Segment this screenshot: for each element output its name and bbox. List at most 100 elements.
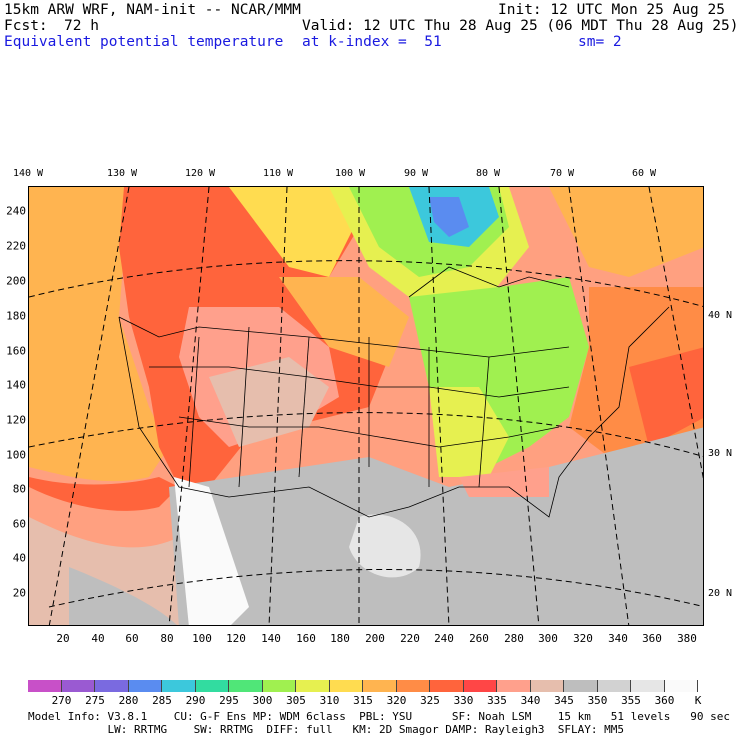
x-tick-label: 280 (504, 632, 524, 645)
x-tick-label: 80 (160, 632, 174, 645)
canada-cold-core (429, 197, 469, 237)
colorbar-label: 350 (587, 694, 608, 707)
colorbar-swatch (229, 680, 263, 692)
southeast-region (429, 387, 509, 477)
colorbar-swatch (61, 680, 95, 692)
pacific-warm-band (29, 477, 179, 511)
northern-plains-region (229, 187, 359, 277)
colorbar-label: 335 (487, 694, 507, 707)
x-tick-label: 360 (642, 632, 662, 645)
colorbar-swatch (463, 680, 497, 692)
atlantic-canada-region (549, 187, 703, 277)
colorbar-label: 330 (453, 694, 474, 707)
colorbar-swatch (564, 680, 598, 692)
lon-label: 80 W (475, 168, 501, 179)
smoothing: sm= 2 (578, 34, 622, 50)
x-tick-label: 20 (56, 632, 70, 645)
y-tick-label: 120 (6, 413, 26, 427)
gulf-region (169, 427, 703, 625)
lon-label: 90 W (403, 168, 429, 179)
pacific-gray (69, 567, 177, 625)
x-tick-label: 60 (125, 632, 139, 645)
baja-region (174, 477, 249, 625)
colorbar-swatch (631, 680, 665, 692)
x-tick-label: 240 (434, 632, 454, 645)
x-tick-label: 140 (261, 632, 281, 645)
y-tick-label: 160 (6, 344, 26, 358)
colorbar-swatch (195, 680, 229, 692)
colorbar-label: 325 (420, 694, 440, 707)
forecast-label: Fcst: (4, 18, 48, 34)
model-info-line2: LW: RRTMG SW: RRTMG DIFF: full KM: 2D Sm… (28, 723, 625, 736)
lat-label: 30 N (708, 448, 733, 459)
pacific-region (29, 187, 169, 482)
state-boundaries (118, 266, 670, 518)
colorbar-swatch (296, 680, 330, 692)
valid-time: Valid: 12 UTC Thu 28 Aug 25 (06 MDT Thu … (302, 18, 739, 34)
y-tick-label: 100 (6, 448, 26, 462)
colorbar-label: 280 (118, 694, 139, 707)
colorbar-swatch (329, 680, 363, 692)
y-tick-label: 240 (6, 204, 26, 218)
colorbar-label: 305 (286, 694, 306, 707)
colorbar-swatch (430, 680, 464, 692)
x-tick-label: 120 (226, 632, 246, 645)
colorbar-swatch (162, 680, 196, 692)
y-tick-label: 20 (12, 586, 26, 600)
colorbar-swatch (530, 680, 564, 692)
colorbar (28, 680, 698, 692)
colorbar-swatch (95, 680, 129, 692)
k-index: at k-index = 51 (302, 34, 442, 50)
pacific-south (29, 517, 179, 625)
equivalent-potential-temperature-map (28, 186, 704, 626)
colorbar-swatch (664, 680, 698, 692)
atlantic-warm-band (629, 347, 703, 447)
lon-label: 110 W (262, 168, 294, 179)
colorbar-label: 275 (85, 694, 105, 707)
colorbar-swatch (363, 680, 397, 692)
colorbar-swatch (597, 680, 631, 692)
lon-label: 60 W (631, 168, 657, 179)
colorbar-label: 295 (219, 694, 239, 707)
colorbar-label: 300 (252, 694, 273, 707)
x-tick-label: 320 (573, 632, 593, 645)
colorbar-label: 315 (353, 694, 373, 707)
y-tick-label: 140 (6, 378, 26, 392)
init-time: Init: 12 UTC Mon 25 Aug 25 (498, 2, 725, 18)
colorbar-label: 310 (319, 694, 340, 707)
y-tick-label: 180 (6, 309, 26, 323)
x-tick-label: 300 (538, 632, 558, 645)
x-tick-label: 380 (677, 632, 697, 645)
gulf-swirl (349, 514, 421, 578)
x-tick-label: 220 (400, 632, 420, 645)
x-tick-label: 40 (91, 632, 105, 645)
colorbar-label: 290 (185, 694, 206, 707)
lat-label: 20 N (708, 588, 733, 599)
model-title: 15km ARW WRF, NAM-init -- NCAR/MMM (4, 2, 301, 18)
x-tick-label: 260 (469, 632, 489, 645)
colorbar-label: 355 (621, 694, 641, 707)
y-tick-label: 60 (12, 517, 26, 531)
colorbar-swatch (128, 680, 162, 692)
southwest-region (209, 357, 329, 447)
forecast-hour: 72 h (64, 18, 99, 34)
colorbar-swatch (396, 680, 430, 692)
lon-label: 130 W (106, 168, 138, 179)
colorbar-swatch (262, 680, 296, 692)
colorbar-label: 285 (152, 694, 172, 707)
colorbar-label: 360 (654, 694, 675, 707)
lon-label: 70 W (549, 168, 575, 179)
colorbar-label: 340 (520, 694, 541, 707)
y-tick-label: 40 (12, 551, 26, 565)
colorbar-swatch (497, 680, 531, 692)
y-tick-label: 220 (6, 239, 26, 253)
model-info-line1: Model Info: V3.8.1 CU: G-F Ens MP: WDM 6… (28, 710, 730, 723)
x-tick-label: 160 (296, 632, 316, 645)
colorbar-label: 320 (386, 694, 407, 707)
colorbar-swatch (28, 680, 62, 692)
y-tick-label: 80 (12, 482, 26, 496)
colorbar-label: 270 (51, 694, 72, 707)
lon-label: 140 W (12, 168, 44, 179)
lon-label: 100 W (334, 168, 366, 179)
x-tick-label: 340 (608, 632, 628, 645)
